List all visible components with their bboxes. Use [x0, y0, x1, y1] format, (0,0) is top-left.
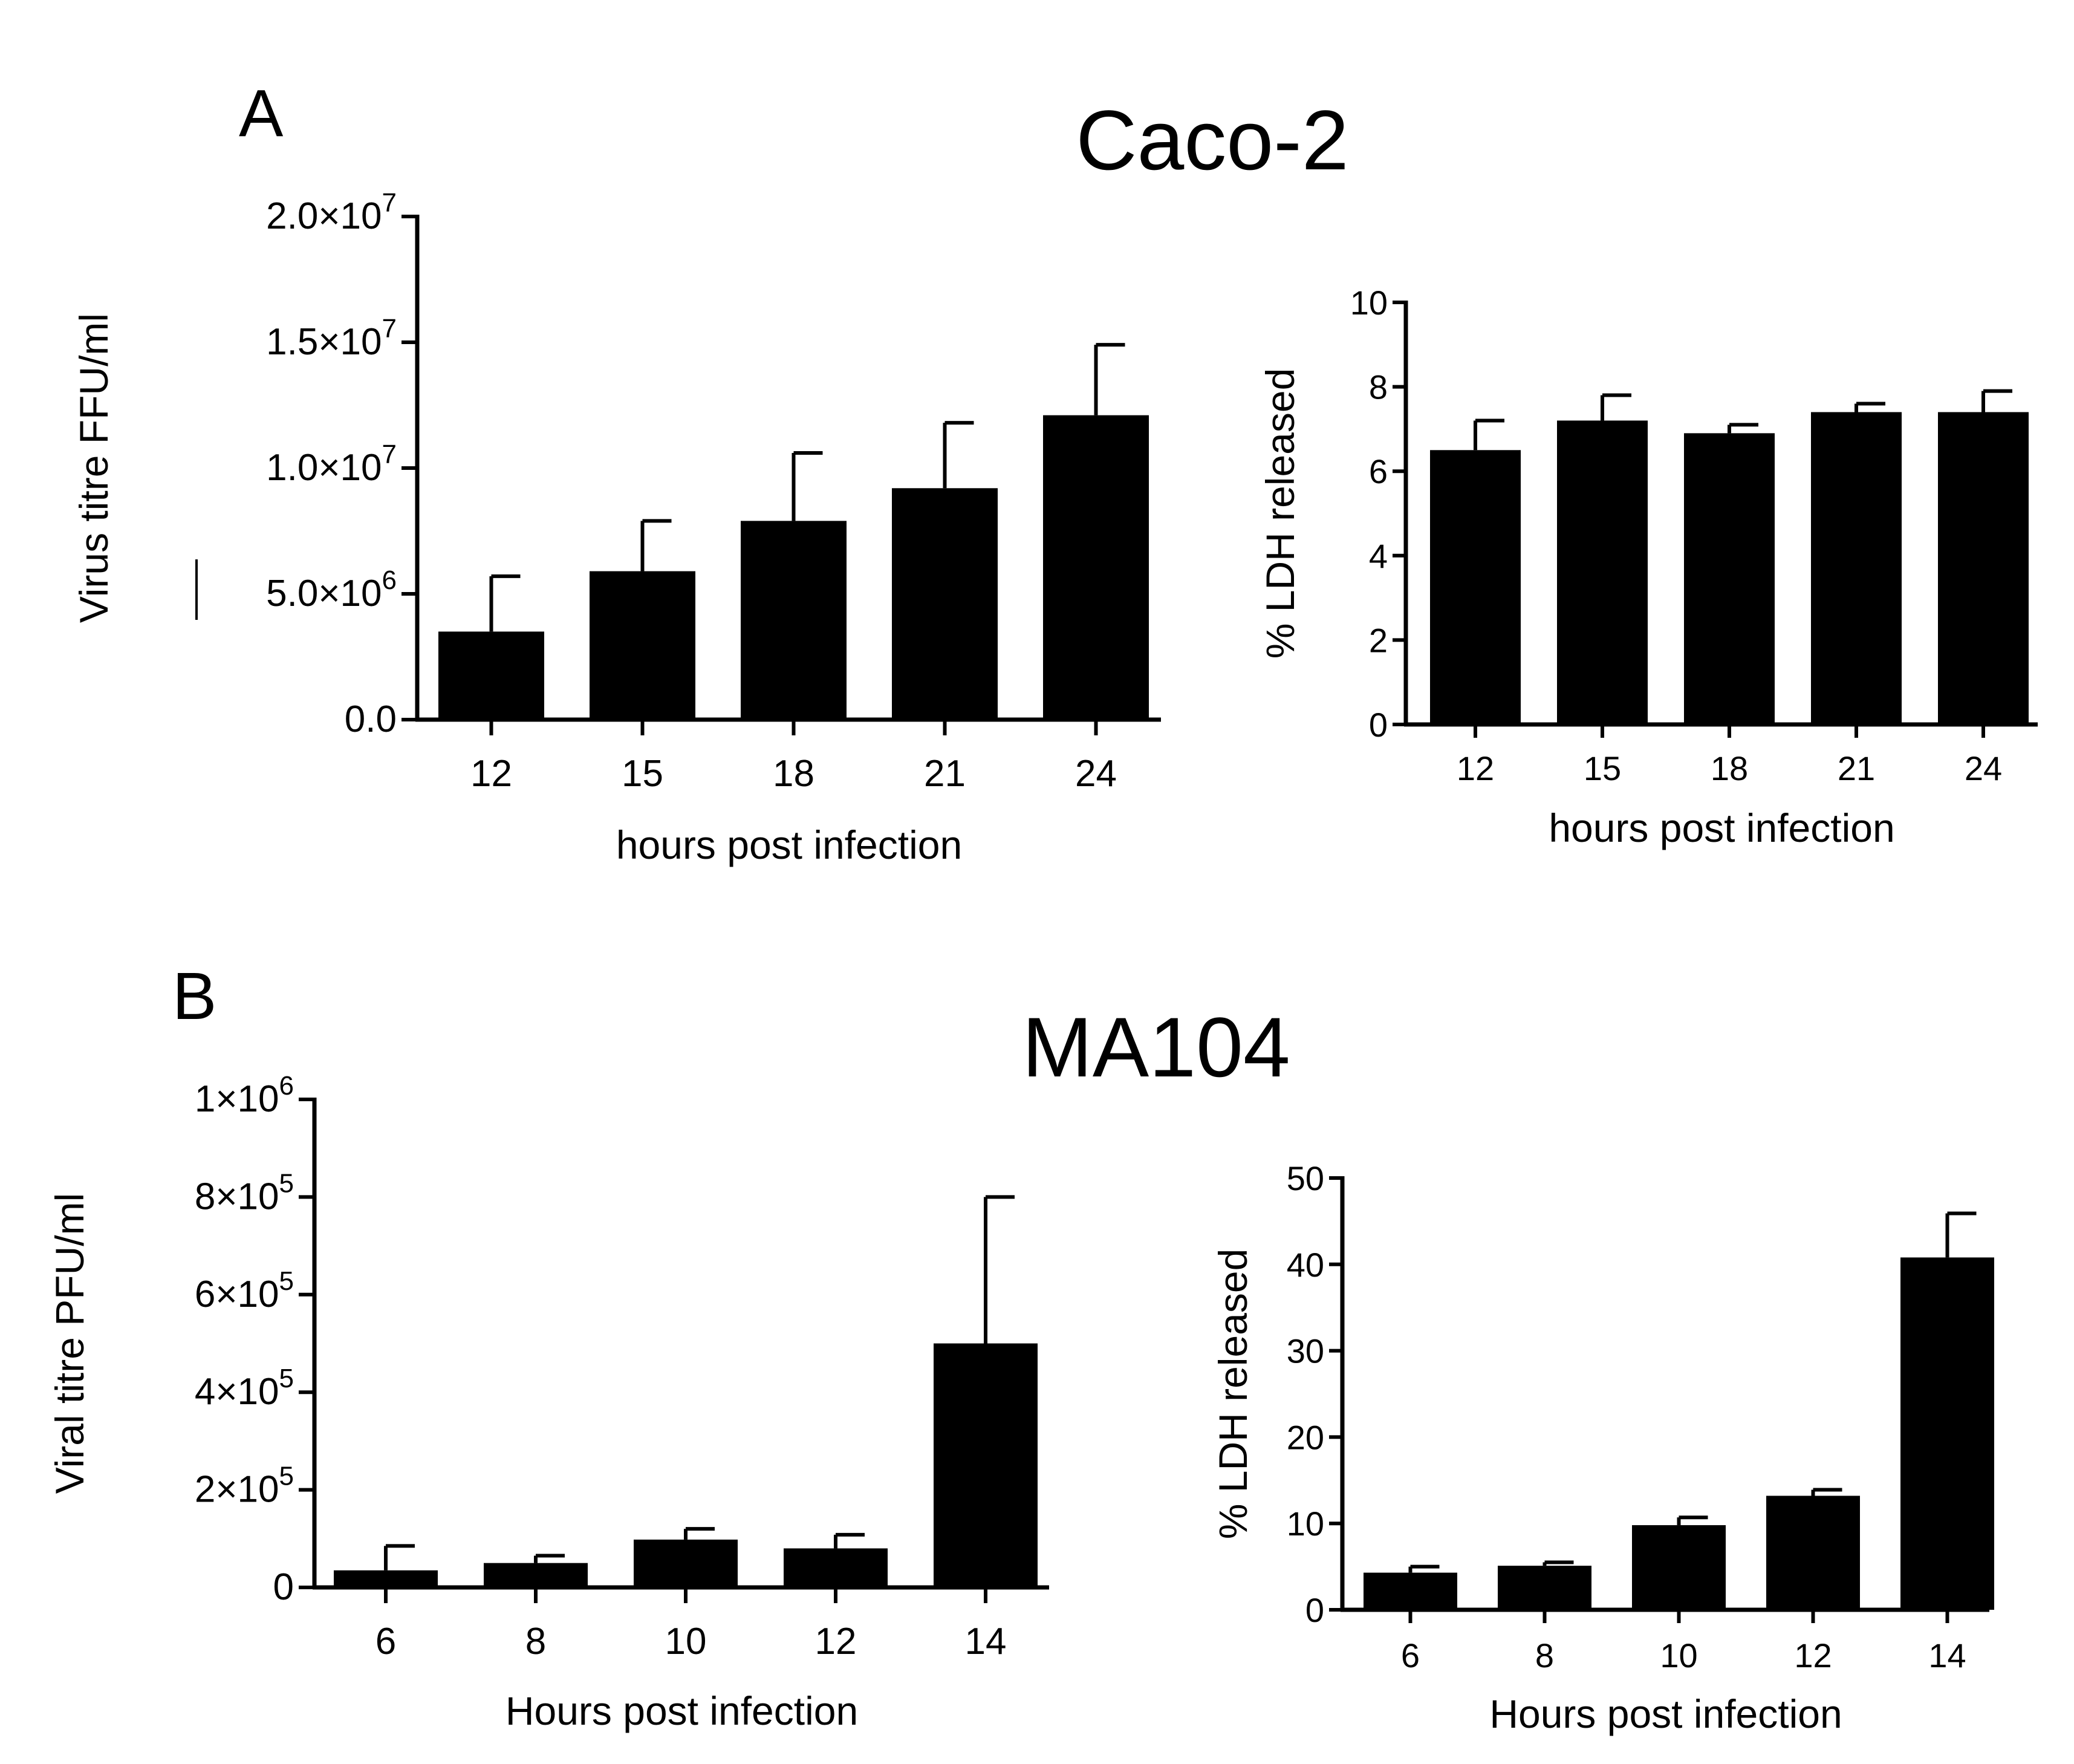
x-tick-label: 6 — [375, 1621, 396, 1662]
y-tick-label: 1.0×107 — [266, 440, 397, 489]
y-axis-title: Viral titre PFU/ml — [47, 1193, 92, 1494]
y-tick-label: 0 — [1369, 706, 1388, 744]
y-tick-label: 5.0×106 — [266, 565, 397, 614]
x-tick-label: 18 — [773, 753, 814, 795]
bar — [784, 1548, 888, 1587]
bar — [1938, 412, 2029, 724]
y-tick-label: 2.0×107 — [266, 188, 397, 237]
panel-title-ma104: MA104 — [1022, 1000, 1290, 1095]
panel-letter-b: B — [172, 959, 216, 1033]
x-tick-label: 8 — [1535, 1636, 1554, 1674]
y-tick-label: 1.5×107 — [266, 314, 397, 363]
y-tick-label: 10 — [1350, 284, 1388, 322]
y-tick-label: 30 — [1287, 1332, 1324, 1370]
y-tick-label: 40 — [1287, 1246, 1324, 1284]
x-tick-label: 14 — [965, 1621, 1007, 1662]
y-tick-label: 2 — [1369, 621, 1388, 659]
x-axis-title: hours post infection — [616, 822, 962, 867]
x-tick-label: 18 — [1711, 749, 1748, 787]
bar — [334, 1570, 438, 1587]
bar — [1043, 415, 1149, 720]
x-axis-title: hours post infection — [1549, 806, 1894, 850]
bar — [741, 521, 847, 720]
y-tick-label: 4×105 — [195, 1364, 294, 1413]
x-tick-label: 21 — [1838, 749, 1875, 787]
bar — [590, 571, 695, 720]
y-axis-title: Virus titre FFU/ml — [71, 313, 116, 623]
y-tick-label: 0.0 — [345, 698, 397, 740]
x-axis-title: Hours post infection — [505, 1688, 858, 1733]
y-axis-title: % LDH released — [1258, 368, 1302, 659]
bar — [1557, 420, 1648, 724]
y-axis-title: % LDH released — [1211, 1249, 1255, 1540]
bar — [1498, 1566, 1591, 1610]
bar — [1684, 433, 1775, 724]
chart-ma104-ldh: 0 10 20 30 40 50 6 8 10 12 14 Hours post infection%… — [1211, 1159, 1994, 1736]
x-tick-label: 12 — [470, 753, 512, 795]
bar — [1430, 450, 1521, 724]
x-tick-label: 15 — [1584, 749, 1621, 787]
y-tick-label: 20 — [1287, 1418, 1324, 1456]
x-tick-label: 21 — [924, 753, 966, 795]
bar — [1632, 1525, 1726, 1610]
panel-letter-a: A — [239, 76, 284, 151]
bar — [1900, 1257, 1994, 1610]
chart-ma104-viral-titre: 0 2×105 4×105 6×105 8×105 1×106 6 8 10 12 14 Hours … — [47, 1071, 1049, 1733]
bar — [484, 1563, 588, 1587]
bar — [1811, 412, 1902, 724]
x-tick-label: 24 — [1965, 749, 2002, 787]
x-tick-label: 12 — [1794, 1636, 1832, 1674]
x-tick-label: 12 — [815, 1621, 857, 1662]
y-tick-label: 10 — [1287, 1505, 1324, 1543]
bar — [892, 488, 998, 720]
bar — [1766, 1495, 1860, 1610]
x-tick-label: 8 — [525, 1621, 546, 1662]
chart-caco2-virus-titre: 0.0 5.0×106 1.0×107 1.5×107 2.0×107 12 15 18 21 2… — [71, 188, 1161, 867]
y-tick-label: 8 — [1369, 368, 1388, 406]
bar — [634, 1539, 738, 1587]
bar — [438, 631, 544, 720]
y-tick-label: 6 — [1369, 452, 1388, 490]
x-axis-title: Hours post infection — [1489, 1691, 1842, 1736]
x-tick-label: 12 — [1457, 749, 1494, 787]
y-tick-label: 1×106 — [195, 1071, 294, 1120]
bar — [934, 1343, 1038, 1587]
y-tick-label: 0 — [273, 1566, 294, 1608]
y-tick-label: 4 — [1369, 537, 1388, 575]
x-tick-label: 24 — [1075, 753, 1117, 795]
x-tick-label: 10 — [1660, 1636, 1697, 1674]
panel-title-caco2: Caco-2 — [1076, 93, 1348, 187]
x-tick-label: 10 — [665, 1621, 707, 1662]
x-tick-label: 6 — [1401, 1636, 1420, 1674]
y-tick-label: 6×105 — [195, 1266, 294, 1315]
y-tick-label: 8×105 — [195, 1168, 294, 1217]
x-tick-label: 15 — [622, 753, 663, 795]
y-tick-label: 0 — [1305, 1591, 1324, 1629]
x-tick-label: 14 — [1928, 1636, 1966, 1674]
bar — [1364, 1572, 1457, 1610]
y-tick-label: 50 — [1287, 1159, 1324, 1197]
y-tick-label: 2×105 — [195, 1462, 294, 1511]
